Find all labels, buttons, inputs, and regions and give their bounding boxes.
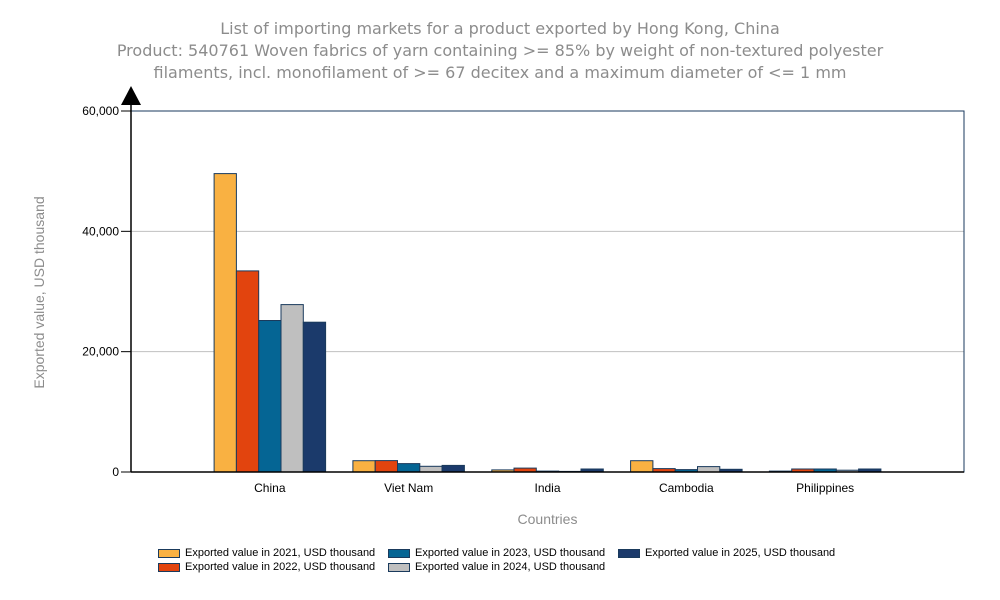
y-axis-arrow-icon bbox=[121, 86, 141, 105]
x-tick-label: China bbox=[254, 481, 286, 495]
chart-title-line-2: Product: 540761 Woven fabrics of yarn co… bbox=[116, 41, 884, 60]
bar-china-series-1 bbox=[213, 173, 237, 473]
chart-title-line-3: filaments, incl. monofilament of >= 67 d… bbox=[153, 63, 847, 82]
legend-swatch bbox=[388, 548, 410, 558]
legend-label: Exported value in 2024, USD thousand bbox=[415, 561, 606, 573]
bar-china-series-4 bbox=[280, 304, 304, 473]
legend-label: Exported value in 2022, USD thousand bbox=[185, 561, 376, 573]
bar-viet-nam-series-2 bbox=[374, 460, 399, 473]
bars bbox=[213, 173, 882, 473]
x-tick-label: Philippines bbox=[796, 481, 854, 495]
legend-item-1[interactable]: Exported value in 2021, USD thousand bbox=[158, 546, 375, 560]
x-ticks: China Viet Nam India Cambodia Philippines bbox=[254, 481, 854, 495]
y-tick-label: 0 bbox=[112, 465, 119, 479]
bar-cambodia-series-4 bbox=[697, 466, 721, 473]
bar-viet-nam-series-4 bbox=[419, 465, 443, 473]
bar-cambodia-series-1 bbox=[630, 460, 654, 473]
chart-title-line-1: List of importing markets for a product … bbox=[220, 19, 780, 38]
bar-viet-nam-series-1 bbox=[352, 460, 376, 473]
x-tick-label: Viet Nam bbox=[384, 481, 433, 495]
y-tick-label: 40,000 bbox=[82, 224, 119, 238]
legend-item-5[interactable]: Exported value in 2025, USD thousand bbox=[618, 546, 835, 560]
x-tick-label: India bbox=[534, 481, 560, 495]
y-tick-label: 60,000 bbox=[82, 104, 119, 118]
legend-swatch bbox=[158, 548, 180, 558]
legend-swatch bbox=[158, 562, 180, 572]
legend-label: Exported value in 2021, USD thousand bbox=[185, 547, 376, 559]
legend-item-4[interactable]: Exported value in 2024, USD thousand bbox=[388, 560, 605, 574]
legend-item-2[interactable]: Exported value in 2022, USD thousand bbox=[158, 560, 375, 574]
y-axis-title: Exported value, USD thousand bbox=[31, 196, 47, 388]
x-axis-title: Countries bbox=[518, 511, 578, 527]
bar-viet-nam-series-3 bbox=[397, 463, 421, 473]
y-ticks: 0 20,000 40,000 60,000 bbox=[82, 104, 131, 479]
legend-item-3[interactable]: Exported value in 2023, USD thousand bbox=[388, 546, 605, 560]
bar-china-series-2 bbox=[235, 270, 260, 473]
legend-swatch bbox=[618, 548, 640, 558]
legend-swatch bbox=[388, 562, 410, 572]
legend-label: Exported value in 2025, USD thousand bbox=[645, 547, 836, 559]
bar-china-series-5 bbox=[302, 321, 327, 473]
bar-china-series-3 bbox=[258, 320, 282, 473]
y-tick-label: 20,000 bbox=[82, 345, 119, 359]
bar-viet-nam-series-5 bbox=[441, 464, 465, 473]
chart-title: List of importing markets for a product … bbox=[0, 18, 1000, 84]
x-tick-label: Cambodia bbox=[659, 481, 714, 495]
legend-label: Exported value in 2023, USD thousand bbox=[415, 547, 606, 559]
